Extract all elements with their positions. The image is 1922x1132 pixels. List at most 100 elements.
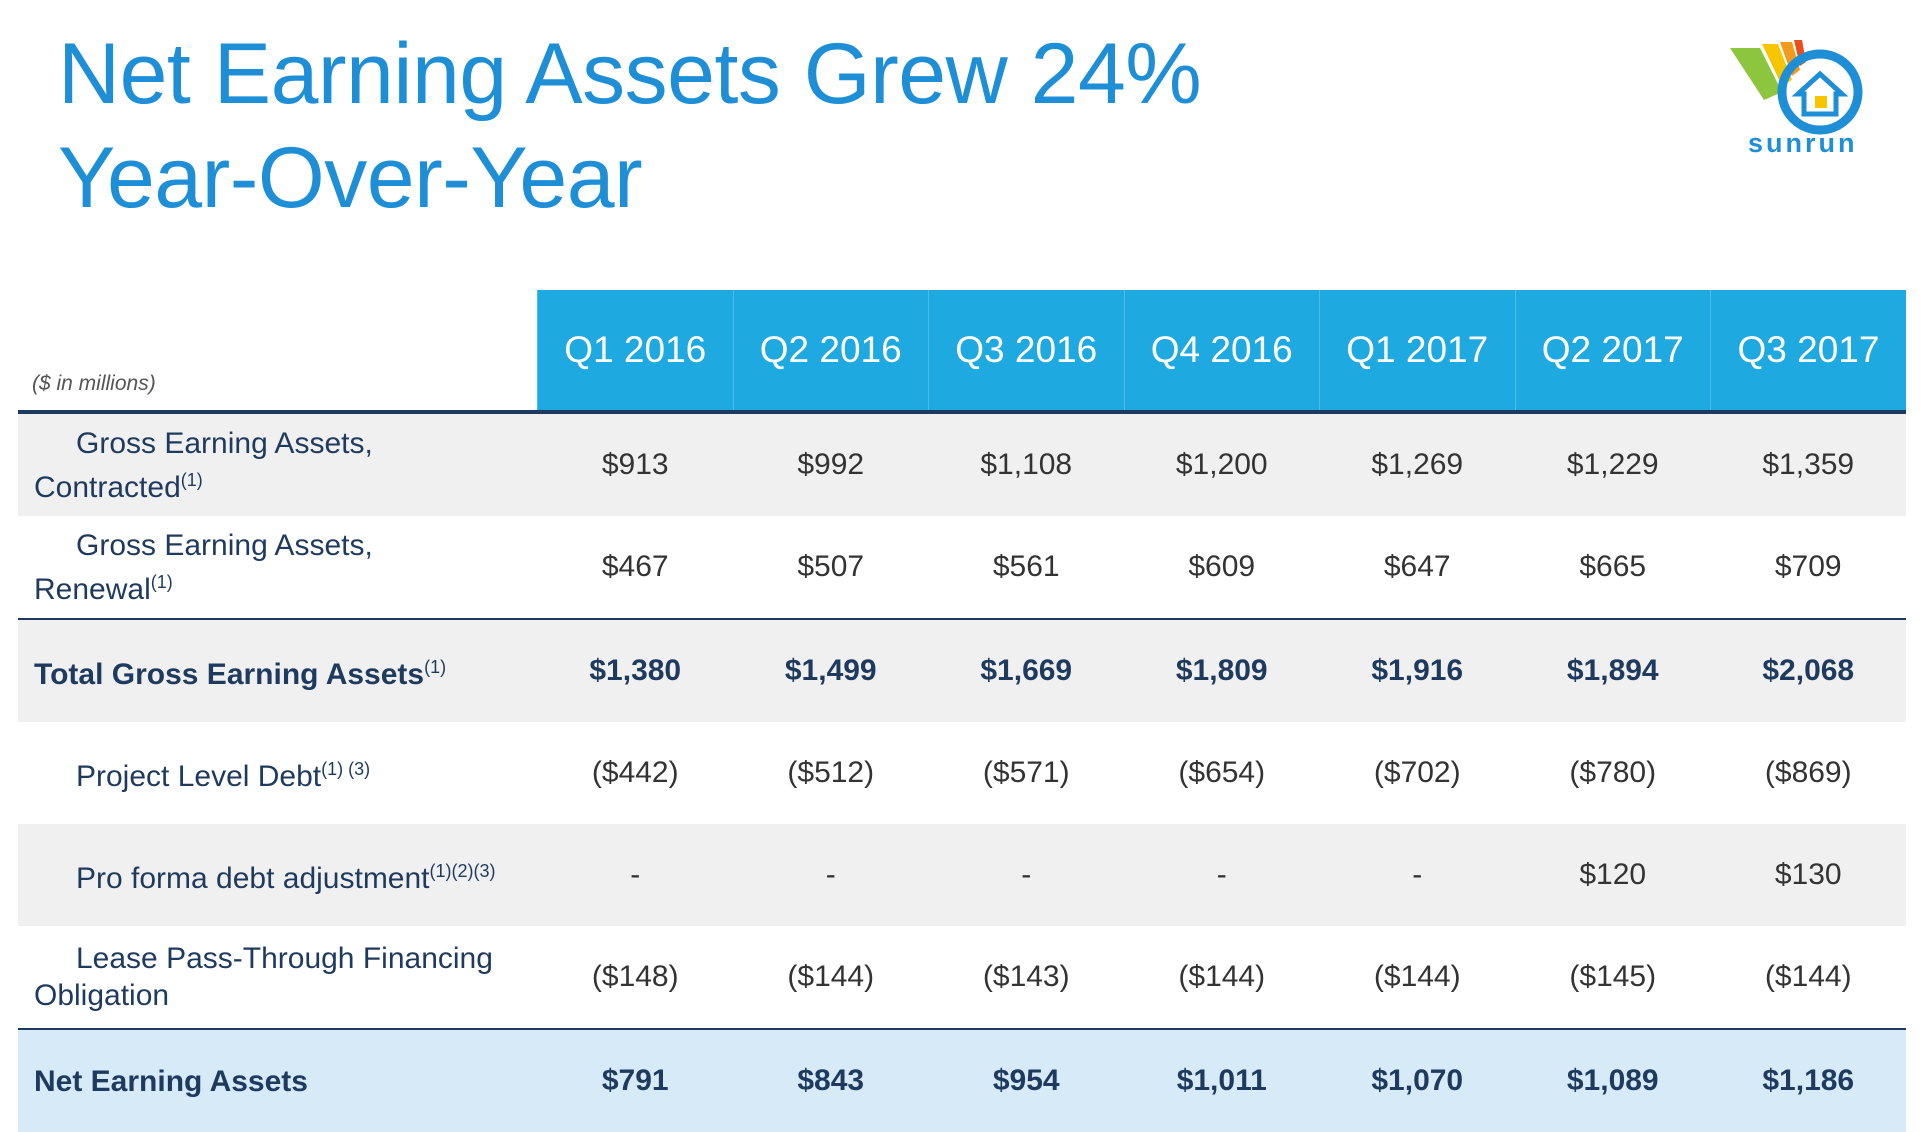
value-cell: $1,108 xyxy=(928,412,1124,516)
value-cell: - xyxy=(733,824,929,926)
value-cell: $1,229 xyxy=(1515,412,1711,516)
value-cell: $791 xyxy=(537,1029,733,1132)
footnote-ref: (1) xyxy=(180,469,203,490)
value-cell: ($571) xyxy=(982,756,1070,789)
value-cell: $1,380 xyxy=(537,619,733,722)
value-cell: $1,070 xyxy=(1319,1029,1515,1132)
label-line: Gross Earning Assets, xyxy=(76,426,373,460)
title-line: Net Earning Assets Grew 24% xyxy=(58,26,1202,122)
value-cell: $1,669 xyxy=(928,619,1124,722)
column-header: Q3 2016 xyxy=(928,290,1124,414)
value-cell: $1,499 xyxy=(733,619,929,722)
table-row: Gross Earning Assets, Renewal(1) $467 $507 $… xyxy=(18,516,1906,620)
row-label: Gross Earning Assets, Renewal(1) xyxy=(18,516,538,620)
value-cell: ($869) xyxy=(1764,756,1852,789)
value-cell: ($145) xyxy=(1515,926,1711,1030)
column-header: Q3 2017 xyxy=(1710,290,1906,414)
footnote-ref: (1)(2)(3) xyxy=(429,861,496,881)
row-label-text: Gross Earning Assets, Contracted(1) xyxy=(34,425,538,506)
value-cell: $1,894 xyxy=(1515,619,1711,722)
label-line: Gross Earning Assets, xyxy=(76,528,373,562)
table-body: Gross Earning Assets, Contracted(1) $913 $9… xyxy=(18,412,1906,1132)
value-cell: $1,011 xyxy=(1124,1029,1320,1132)
label-line: Net Earning Assets xyxy=(34,1064,308,1098)
value-cell: $561 xyxy=(928,516,1124,620)
value-cell: ($144) xyxy=(1124,926,1320,1030)
table-row: Total Gross Earning Assets(1) $1,380 $1,49… xyxy=(18,619,1906,722)
unit-note: ($ in millions) xyxy=(18,290,538,414)
row-label: Total Gross Earning Assets(1) xyxy=(18,619,538,722)
value-cell: - xyxy=(537,824,733,926)
value-cell: $1,269 xyxy=(1319,412,1515,516)
row-label-text: Net Earning Assets xyxy=(34,1063,538,1100)
row-label: Pro forma debt adjustment(1)(2)(3) xyxy=(18,824,538,926)
row-label: Project Level Debt(1) (3) xyxy=(18,722,538,824)
value-cell: ($144) xyxy=(1710,926,1906,1030)
logo-text: sunrun xyxy=(1748,128,1858,158)
value-cell: - xyxy=(1319,824,1515,926)
table-row: Project Level Debt(1) (3) ($442) ($512) ($5… xyxy=(18,722,1906,824)
row-label-text: Pro forma debt adjustment(1)(2)(3) xyxy=(34,853,538,897)
column-header: Q2 2016 xyxy=(732,290,929,414)
row-label-text: Lease Pass-Through Financing Obligation xyxy=(34,940,538,1014)
value-cell: ($442) xyxy=(591,756,679,789)
column-header: Q4 2016 xyxy=(1123,290,1320,414)
value-cell: ($512) xyxy=(787,756,875,789)
label-line: Total Gross Earning Assets xyxy=(34,658,425,691)
value-cell: $130 xyxy=(1710,824,1906,926)
footnote-ref: (1) xyxy=(150,571,173,592)
value-cell: ($780) xyxy=(1569,756,1657,789)
value-cell: ($144) xyxy=(1319,926,1515,1030)
value-cell: $1,809 xyxy=(1124,619,1320,722)
value-cell: ($654) xyxy=(1178,756,1266,789)
label-line: Pro forma debt adjustment xyxy=(76,862,430,895)
column-header: Q1 2017 xyxy=(1319,290,1515,414)
value-cell: $1,186 xyxy=(1710,1029,1906,1132)
value-cell: ($702) xyxy=(1373,756,1461,789)
table-row: Lease Pass-Through Financing Obligation ($… xyxy=(18,926,1906,1030)
table-row: Gross Earning Assets, Contracted(1) $913 $9… xyxy=(18,412,1906,516)
label-line: Renewal xyxy=(34,572,151,606)
column-header: Q1 2016 xyxy=(537,290,733,414)
value-cell: $1,089 xyxy=(1515,1029,1711,1132)
row-label: Net Earning Assets xyxy=(18,1029,538,1132)
table-row: Pro forma debt adjustment(1)(2)(3) - - - - - $… xyxy=(18,824,1906,926)
label-line: Obligation xyxy=(34,979,170,1012)
value-cell: $507 xyxy=(733,516,929,620)
footnote-ref: (1) xyxy=(424,657,447,677)
data-table: ($ in millions) Q1 2016 Q2 2016 Q3 2016 Q4 … xyxy=(18,290,1906,1132)
label-line: Project Level Debt xyxy=(76,760,322,793)
value-cell: - xyxy=(928,824,1124,926)
row-label-text: Gross Earning Assets, Renewal(1) xyxy=(34,527,538,608)
value-cell: - xyxy=(1124,824,1320,926)
value-cell: ($148) xyxy=(537,926,733,1030)
row-label-text: Project Level Debt(1) (3) xyxy=(34,751,538,795)
value-cell: $1,916 xyxy=(1319,619,1515,722)
logo-mark xyxy=(1730,40,1863,135)
value-cell: $647 xyxy=(1319,516,1515,620)
value-cell: $954 xyxy=(928,1029,1124,1132)
title-line: Year-Over-Year xyxy=(58,130,643,226)
column-header: Q2 2017 xyxy=(1514,290,1711,414)
row-label-text: Total Gross Earning Assets(1) xyxy=(34,649,538,693)
value-cell: $609 xyxy=(1124,516,1320,620)
value-cell: $709 xyxy=(1710,516,1906,620)
value-cell: ($144) xyxy=(733,926,929,1030)
header-row: ($ in millions) Q1 2016 Q2 2016 Q3 2016 Q4 … xyxy=(18,290,1906,414)
row-label: Gross Earning Assets, Contracted(1) xyxy=(18,412,538,516)
table-row: Net Earning Assets $791 $843 $954 $1,011 $1,0… xyxy=(18,1029,1906,1132)
footnote-ref: (1) (3) xyxy=(321,759,371,779)
value-cell: $1,359 xyxy=(1710,412,1906,516)
value-cell: $120 xyxy=(1515,824,1711,926)
value-cell: $992 xyxy=(733,412,929,516)
label-line: Lease Pass-Through Financing xyxy=(76,942,493,975)
value-cell: $843 xyxy=(733,1029,929,1132)
row-label: Lease Pass-Through Financing Obligation xyxy=(18,926,538,1030)
label-line: Contracted xyxy=(34,470,181,504)
value-cell: ($143) xyxy=(928,926,1124,1030)
slide-title: Net Earning Assets Grew 24% Year-Over-Ye… xyxy=(58,22,1202,230)
value-cell: $467 xyxy=(537,516,733,620)
value-cell: $913 xyxy=(537,412,733,516)
value-cell: $665 xyxy=(1515,516,1711,620)
